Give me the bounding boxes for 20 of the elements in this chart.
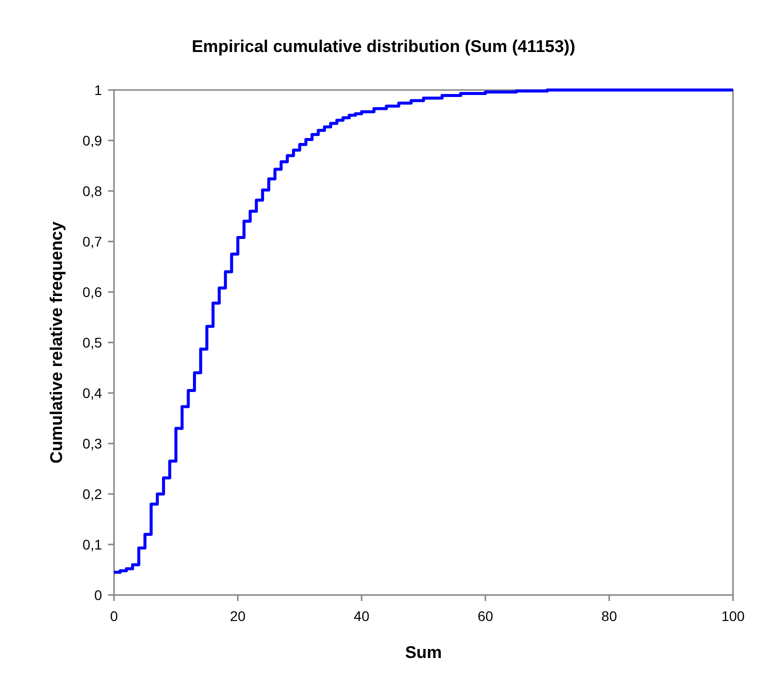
y-tick-label: 0,8 — [82, 182, 102, 199]
y-tick-label: 0,9 — [82, 132, 102, 148]
chart-title: Empirical cumulative distribution (Sum (41153)) — [192, 37, 576, 56]
y-tick-label: 0,7 — [82, 233, 102, 250]
x-tick-label: 0 — [110, 608, 118, 624]
x-tick-label: 40 — [354, 608, 370, 624]
y-tick-label: 0 — [94, 586, 102, 603]
y-tick-label: 0,2 — [82, 486, 102, 502]
x-tick-label: 80 — [601, 608, 618, 624]
x-tick-label: 60 — [478, 608, 494, 624]
x-tick-label: 100 — [721, 608, 745, 624]
y-tick-label: 0,4 — [82, 384, 102, 401]
y-tick-label: 1 — [94, 82, 102, 98]
x-axis-title: Sum — [405, 643, 442, 662]
y-tick-label: 0,1 — [82, 536, 102, 552]
y-axis-title: Cumulative relative frequency — [47, 221, 66, 464]
y-tick-label: 0,3 — [82, 435, 102, 452]
x-tick-label: 20 — [230, 608, 246, 624]
y-tick-label: 0,6 — [82, 284, 102, 300]
y-tick-label: 0,5 — [82, 334, 102, 350]
